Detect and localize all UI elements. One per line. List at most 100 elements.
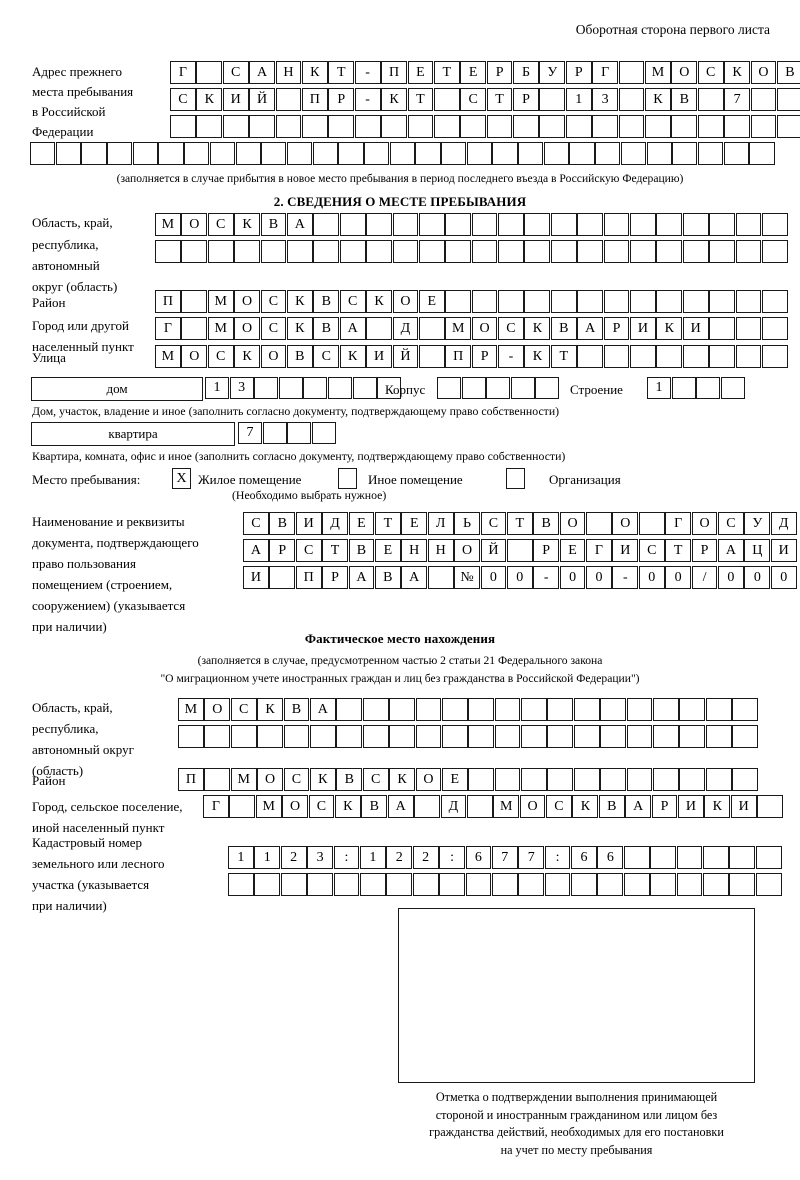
char-cell[interactable]: Т — [322, 539, 348, 562]
char-cell[interactable] — [735, 317, 762, 340]
char-cell[interactable]: 2 — [280, 846, 307, 869]
korpus-comb[interactable] — [437, 377, 560, 399]
char-cell[interactable] — [414, 795, 440, 818]
char-cell[interactable] — [170, 115, 196, 138]
char-cell[interactable]: Р — [471, 345, 498, 368]
char-cell[interactable]: Ь — [454, 512, 480, 535]
char-cell[interactable]: К — [572, 795, 599, 818]
char-cell[interactable]: 7 — [724, 88, 750, 111]
char-cell[interactable] — [656, 290, 683, 313]
char-cell[interactable]: Д — [322, 512, 348, 535]
char-cell[interactable] — [732, 725, 758, 748]
char-cell[interactable] — [415, 698, 442, 721]
char-cell[interactable] — [155, 240, 181, 263]
char-cell[interactable]: Г — [586, 539, 612, 562]
char-cell[interactable] — [539, 115, 566, 138]
char-cell[interactable] — [735, 213, 762, 236]
char-cell[interactable]: В — [269, 512, 296, 535]
char-cell[interactable] — [630, 240, 656, 263]
char-cell[interactable]: О — [181, 213, 208, 236]
char-cell[interactable]: А — [339, 317, 366, 340]
char-cell[interactable]: Й — [392, 345, 419, 368]
char-cell[interactable] — [181, 290, 208, 313]
char-cell[interactable]: С — [260, 290, 287, 313]
char-cell[interactable]: В — [336, 768, 363, 791]
char-cell[interactable]: 0 — [718, 566, 744, 589]
char-cell[interactable] — [724, 115, 750, 138]
char-cell[interactable]: И — [366, 345, 392, 368]
char-cell[interactable]: С — [260, 317, 287, 340]
char-cell[interactable] — [309, 725, 336, 748]
char-cell[interactable] — [301, 115, 328, 138]
char-cell[interactable]: 6 — [465, 846, 492, 869]
char-cell[interactable] — [415, 142, 441, 165]
char-cell[interactable] — [720, 377, 745, 399]
char-cell[interactable] — [761, 317, 788, 340]
char-cell[interactable] — [671, 115, 698, 138]
char-cell[interactable]: / — [691, 566, 718, 589]
char-cell[interactable] — [328, 115, 355, 138]
char-cell[interactable]: Й — [480, 539, 507, 562]
char-cell[interactable] — [445, 213, 472, 236]
char-cell[interactable]: А — [286, 213, 313, 236]
char-cell[interactable]: 3 — [307, 846, 333, 869]
char-cell[interactable]: О — [392, 290, 419, 313]
char-cell[interactable]: 6 — [597, 846, 624, 869]
char-cell[interactable]: Е — [559, 539, 586, 562]
char-cell[interactable]: Р — [328, 88, 355, 111]
char-cell[interactable]: К — [524, 317, 551, 340]
char-cell[interactable] — [697, 88, 724, 111]
char-cell[interactable]: А — [625, 795, 652, 818]
char-cell[interactable] — [228, 873, 254, 896]
char-cell[interactable]: Н — [275, 61, 302, 84]
char-cell[interactable]: 1 — [359, 846, 386, 869]
char-cell[interactable]: И — [730, 795, 757, 818]
char-cell[interactable] — [336, 698, 363, 721]
char-cell[interactable]: К — [334, 795, 361, 818]
char-cell[interactable]: Ц — [744, 539, 771, 562]
char-cell[interactable] — [735, 345, 762, 368]
char-cell[interactable]: П — [178, 768, 204, 791]
char-cell[interactable]: Т — [506, 512, 533, 535]
char-cell[interactable] — [638, 512, 665, 535]
char-cell[interactable]: Т — [407, 88, 434, 111]
char-cell[interactable] — [471, 290, 498, 313]
char-cell[interactable]: В — [348, 539, 375, 562]
char-cell[interactable] — [418, 213, 445, 236]
char-cell[interactable] — [577, 240, 604, 263]
char-cell[interactable] — [386, 873, 413, 896]
char-cell[interactable]: О — [234, 317, 260, 340]
char-cell[interactable]: С — [313, 345, 340, 368]
char-cell[interactable] — [81, 142, 107, 165]
char-cell[interactable]: Б — [513, 61, 539, 84]
char-cell[interactable]: Е — [441, 768, 468, 791]
char-cell[interactable] — [359, 873, 386, 896]
char-cell[interactable] — [573, 725, 600, 748]
char-cell[interactable] — [547, 725, 574, 748]
char-cell[interactable] — [750, 88, 777, 111]
char-cell[interactable]: О — [204, 698, 231, 721]
char-cell[interactable] — [269, 566, 296, 589]
char-cell[interactable] — [573, 698, 600, 721]
char-cell[interactable]: М — [255, 795, 282, 818]
char-cell[interactable] — [603, 345, 630, 368]
char-cell[interactable] — [645, 115, 671, 138]
stay-type-residential-checkbox[interactable]: Х — [172, 468, 191, 489]
char-cell[interactable]: О — [282, 795, 308, 818]
flat-number-comb[interactable]: 7 — [238, 422, 336, 444]
char-cell[interactable]: 1 — [228, 846, 254, 869]
char-cell[interactable]: М — [645, 61, 671, 84]
char-cell[interactable]: Р — [603, 317, 630, 340]
char-cell[interactable]: Т — [328, 61, 355, 84]
char-cell[interactable] — [461, 377, 486, 399]
char-cell[interactable]: 0 — [638, 566, 665, 589]
char-cell[interactable]: К — [234, 213, 260, 236]
char-cell[interactable]: К — [257, 698, 283, 721]
char-cell[interactable] — [543, 142, 570, 165]
char-cell[interactable] — [352, 377, 377, 399]
